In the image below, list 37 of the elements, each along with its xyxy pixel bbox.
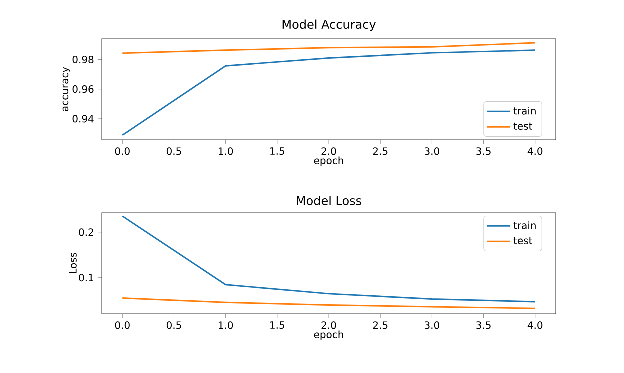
y-tick-label: 0.1 — [79, 274, 94, 282]
x-tick-label: 0.5 — [166, 148, 182, 156]
x-tick-label: 1.5 — [270, 322, 284, 330]
x-tick-label: 3.5 — [476, 148, 491, 156]
y-tick-label: 0.2 — [79, 228, 94, 236]
line-series — [122, 42, 536, 54]
line-series — [122, 216, 536, 303]
x-tick-label: 2.0 — [322, 322, 336, 330]
chart-title: Model Accuracy — [282, 20, 376, 32]
x-tick-label: 2.5 — [373, 148, 388, 156]
x-tick-label: 1.0 — [218, 322, 234, 330]
x-axis-title: epoch — [314, 330, 344, 340]
x-tick-label: 0.0 — [115, 322, 130, 330]
legend-label: test — [514, 237, 532, 245]
x-tick-label: 3.0 — [424, 148, 440, 156]
x-tick-label: 2.0 — [322, 148, 336, 156]
y-axis-title: accuracy — [62, 67, 71, 112]
y-tick-label: 0.96 — [72, 86, 94, 94]
x-axis-title: epoch — [314, 156, 344, 166]
legend-label: train — [514, 222, 536, 230]
x-tick-label: 0.5 — [166, 322, 182, 330]
line-series — [122, 50, 536, 136]
x-tick-label: 1.5 — [270, 148, 284, 156]
x-tick-label: 3.5 — [476, 322, 491, 330]
x-tick-label: 3.0 — [424, 322, 440, 330]
legend-label: train — [514, 107, 536, 115]
y-tick-label: 0.94 — [72, 115, 94, 123]
line-series — [122, 298, 536, 310]
x-tick-label: 4.0 — [528, 148, 543, 156]
x-tick-label: 0.0 — [115, 148, 130, 156]
x-tick-label: 1.0 — [218, 148, 234, 156]
legend-label: test — [514, 122, 532, 130]
y-axis-title: Loss — [69, 252, 77, 274]
x-tick-label: 4.0 — [528, 322, 543, 330]
y-tick-label: 0.98 — [72, 56, 94, 64]
chart-title: Model Loss — [297, 196, 362, 206]
x-tick-label: 2.5 — [373, 322, 388, 330]
